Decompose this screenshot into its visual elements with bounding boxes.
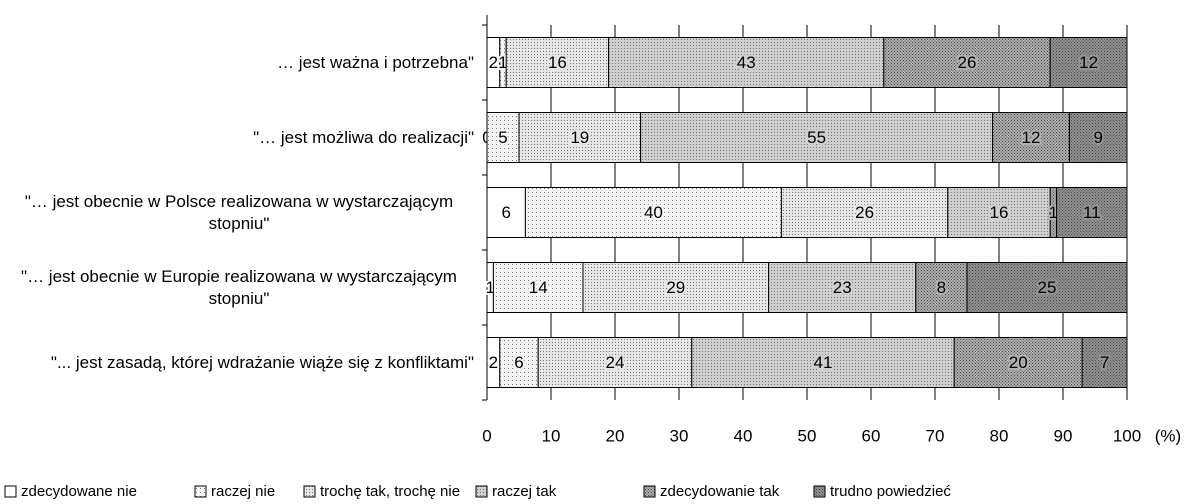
x-tick-label: 20 <box>606 426 625 445</box>
bar-segment <box>505 37 610 88</box>
legend-label: raczej nie <box>211 483 275 500</box>
value-label: 25 <box>1038 278 1057 297</box>
bar-segment <box>768 262 917 313</box>
legend-swatch <box>303 485 316 498</box>
bar-segment <box>915 262 968 313</box>
value-label: 12 <box>1022 128 1041 147</box>
value-label: 23 <box>833 278 852 297</box>
value-label: 9 <box>1093 128 1102 147</box>
value-label: 55 <box>807 128 826 147</box>
legend-swatch <box>194 485 207 498</box>
legend-label: zdecydowanie tak <box>660 483 780 500</box>
value-label: 2 <box>489 353 498 372</box>
bar-segment <box>608 37 885 88</box>
legend-swatch <box>475 485 488 498</box>
category-label: "... jest zasadą, której wdrażanie wiąże… <box>50 352 474 372</box>
value-label: 43 <box>737 53 756 72</box>
bar-segment <box>486 112 520 163</box>
x-tick-label: 50 <box>798 426 817 445</box>
bar-segment <box>780 187 949 238</box>
bar-segment <box>1056 187 1128 238</box>
category-label: "… jest obecnie w Europie realizowana w … <box>21 266 457 308</box>
bar-segment <box>953 337 1083 388</box>
value-label: 29 <box>666 278 685 297</box>
category-label: "… jest możliwa do realizacji" <box>253 127 474 147</box>
x-tick-label: 90 <box>1054 426 1073 445</box>
legend-label: trudno powiedzieć <box>830 483 951 500</box>
value-label: 8 <box>937 278 946 297</box>
value-label: 5 <box>498 128 507 147</box>
value-label: 20 <box>1009 353 1028 372</box>
value-label: 40 <box>644 203 663 222</box>
x-tick-label: 80 <box>990 426 1009 445</box>
value-label: 2 <box>489 53 498 72</box>
bar-segment <box>691 337 955 388</box>
value-label: 14 <box>529 278 548 297</box>
legend-swatch <box>813 485 826 498</box>
bar-segment <box>1068 112 1128 163</box>
x-tick-label: 30 <box>670 426 689 445</box>
legend-label: trochę tak, trochę nie <box>320 483 460 500</box>
bar-segment <box>537 337 693 388</box>
value-label: 19 <box>570 128 589 147</box>
value-label: 6 <box>501 203 510 222</box>
x-tick-label: 40 <box>734 426 753 445</box>
value-label: 12 <box>1079 53 1098 72</box>
bar-segment <box>947 187 1051 238</box>
value-label: 24 <box>606 353 625 372</box>
bar-segment <box>518 112 642 163</box>
bar-segment <box>486 187 526 238</box>
legend-label: raczej tak <box>492 483 557 500</box>
x-tick-label: 60 <box>862 426 881 445</box>
value-label: 41 <box>814 353 833 372</box>
bar-segment <box>1081 337 1128 388</box>
x-axis-label: (%) <box>1155 426 1181 445</box>
value-label: 26 <box>958 53 977 72</box>
bar-segment <box>640 112 994 163</box>
value-label: 16 <box>990 203 1009 222</box>
legend-swatch <box>643 485 656 498</box>
value-label: 6 <box>514 353 523 372</box>
value-label: 26 <box>855 203 874 222</box>
bar-segment <box>1049 37 1128 88</box>
value-label: 16 <box>548 53 567 72</box>
bar-segment <box>966 262 1128 313</box>
legend-swatch <box>4 485 17 498</box>
x-tick-label: 10 <box>542 426 561 445</box>
legend-label: zdecydowane nie <box>21 483 137 500</box>
x-tick-label: 100 <box>1113 426 1141 445</box>
category-label: "… jest obecnie w Polsce realizowana w w… <box>24 191 454 233</box>
category-label: … jest ważna i potrzebna" <box>277 52 474 72</box>
value-label: 11 <box>1083 203 1101 222</box>
x-tick-label: 0 <box>482 426 491 445</box>
x-tick-label: 70 <box>926 426 945 445</box>
value-label: 7 <box>1100 353 1109 372</box>
